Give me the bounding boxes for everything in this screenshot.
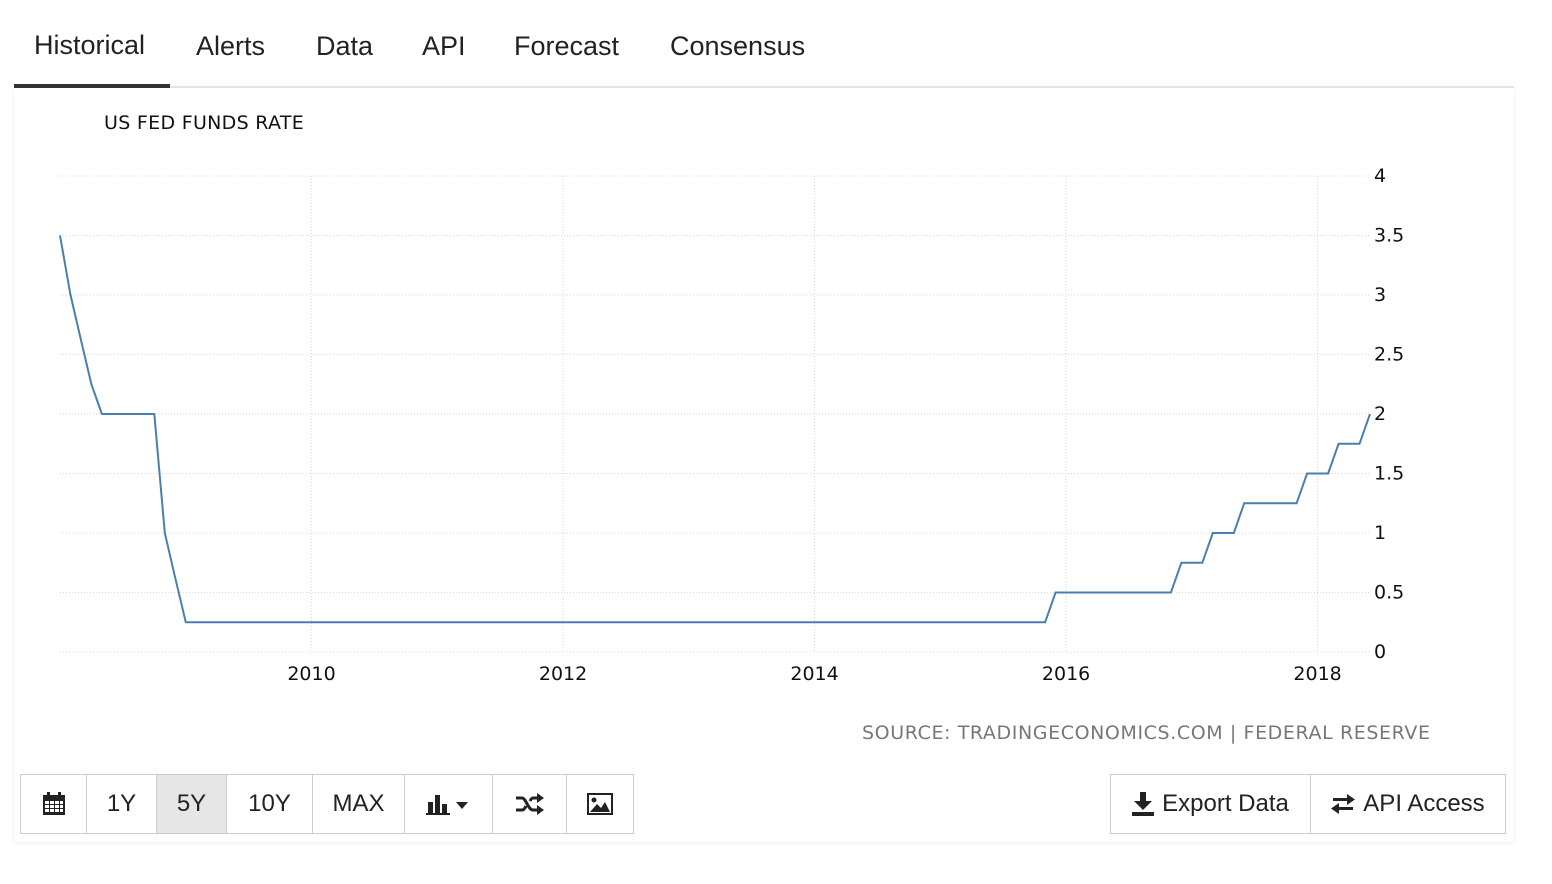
chart-panel — [14, 88, 1514, 842]
bar-chart-dropdown-icon — [425, 795, 468, 815]
y-tick-label: 2.5 — [1374, 344, 1404, 366]
shuffle-icon — [515, 793, 544, 815]
y-tick-label: 2 — [1374, 403, 1386, 425]
calendar-button[interactable] — [21, 775, 87, 833]
y-tick-label: 4 — [1374, 165, 1386, 187]
tab-api[interactable]: API — [422, 31, 466, 61]
tab-alerts[interactable]: Alerts — [196, 31, 266, 61]
chart-title: US FED FUNDS RATE — [104, 112, 305, 134]
api-access-label: API Access — [1363, 790, 1485, 817]
y-tick-label: 1 — [1374, 522, 1386, 544]
export-data-label: Export Data — [1162, 790, 1289, 817]
tab-consensus[interactable]: Consensus — [670, 31, 806, 61]
y-tick-label: 0.5 — [1374, 582, 1404, 604]
y-axis: 0 0.5 1 1.5 2 2.5 3 3.5 4 — [1374, 165, 1404, 663]
series-line — [59, 235, 1371, 624]
x-axis: 2010 2012 2014 2016 2018 — [287, 663, 1341, 685]
y-tick-label: 3 — [1374, 284, 1386, 306]
export-data-button[interactable]: Export Data — [1111, 775, 1311, 833]
y-tick-label: 1.5 — [1374, 463, 1404, 485]
source-text: SOURCE: TRADINGECONOMICS.COM | FEDERAL R… — [862, 722, 1431, 744]
x-tick-label: 2010 — [287, 663, 335, 685]
tab-historical[interactable]: Historical — [14, 0, 170, 88]
export-button-group: Export Data API Access — [1110, 774, 1506, 834]
x-tick-label: 2014 — [790, 663, 838, 685]
tab-forecast[interactable]: Forecast — [514, 31, 620, 61]
x-tick-label: 2012 — [539, 663, 587, 685]
range-10y-button[interactable]: 10Y — [227, 775, 313, 833]
api-access-button[interactable]: API Access — [1311, 775, 1505, 833]
exchange-icon — [1331, 794, 1356, 814]
image-icon — [587, 793, 613, 815]
tab-data[interactable]: Data — [316, 31, 374, 61]
x-tick-label: 2018 — [1293, 663, 1341, 685]
shuffle-button[interactable] — [493, 775, 567, 833]
y-tick-label: 0 — [1374, 641, 1386, 663]
range-1y-button[interactable]: 1Y — [87, 775, 157, 833]
range-button-group: 1Y 5Y 10Y MAX — [20, 774, 634, 834]
chart-type-button[interactable] — [405, 775, 493, 833]
y-grid — [60, 175, 1370, 653]
range-max-button[interactable]: MAX — [313, 775, 405, 833]
range-5y-button[interactable]: 5Y — [157, 775, 227, 833]
image-export-button[interactable] — [567, 775, 633, 833]
y-tick-label: 3.5 — [1374, 225, 1404, 247]
download-icon — [1132, 792, 1155, 816]
calendar-icon — [42, 792, 65, 815]
tab-bar: Historical Alerts Data API Forecast Cons… — [14, 0, 1514, 88]
x-tick-label: 2016 — [1042, 663, 1090, 685]
